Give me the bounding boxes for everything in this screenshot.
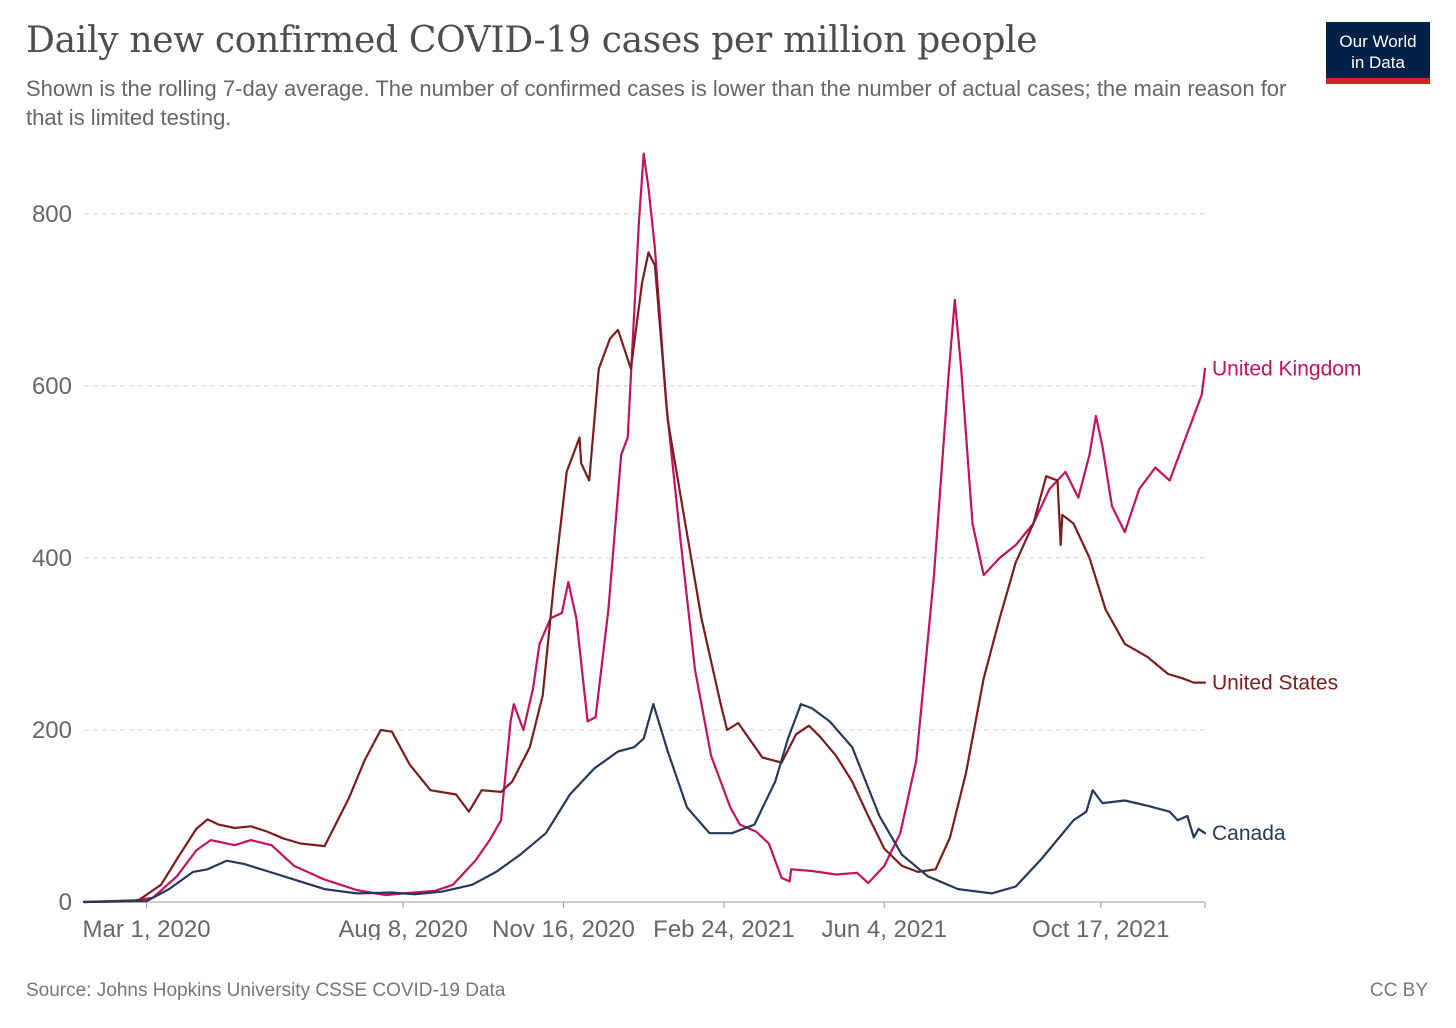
y-tick-label-0: 0 <box>59 889 72 916</box>
logo-line-1: Our World <box>1339 32 1417 51</box>
x-tick-label-2: Nov 16, 2020 <box>492 916 635 940</box>
chart-title: Daily new confirmed COVID-19 cases per m… <box>26 20 1038 61</box>
series-labels: United Kingdom United States Canada <box>1212 358 1361 846</box>
y-axis: 0 200 400 600 800 <box>32 201 72 916</box>
series-label-united-kingdom: United Kingdom <box>1212 358 1361 381</box>
y-tick-label-200: 200 <box>32 717 72 744</box>
x-axis: Mar 1, 2020 Aug 8, 2020 Nov 16, 2020 Feb 24… <box>83 901 1206 940</box>
series-lines <box>82 152 1207 904</box>
x-tick-label-4: Jun 4, 2021 <box>822 916 947 940</box>
y-tick-label-400: 400 <box>32 545 72 572</box>
owid-logo[interactable]: Our World in Data <box>1326 22 1430 84</box>
series-line-united-kingdom <box>82 152 1207 904</box>
chart-subtitle: Shown is the rolling 7-day average. The … <box>26 76 1287 130</box>
gridlines <box>84 213 1205 731</box>
series-label-united-states: United States <box>1212 672 1338 695</box>
y-tick-label-800: 800 <box>32 201 72 228</box>
x-tick-label-1: Aug 8, 2020 <box>338 916 467 940</box>
y-tick-label-600: 600 <box>32 373 72 400</box>
license-link[interactable]: CC BY <box>1369 980 1428 1001</box>
logo-line-2: in Data <box>1351 53 1405 72</box>
line-chart: Mar 1, 2020 Aug 8, 2020 Nov 16, 2020 Feb 24… <box>32 152 1361 940</box>
x-tick-label-3: Feb 24, 2021 <box>653 916 794 940</box>
x-tick-label-5: Oct 17, 2021 <box>1032 916 1169 940</box>
series-line-canada <box>82 703 1207 904</box>
x-tick-label-0: Mar 1, 2020 <box>83 916 211 940</box>
source-note: Source: Johns Hopkins University CSSE CO… <box>26 980 506 1001</box>
series-label-canada: Canada <box>1212 822 1286 845</box>
series-line-united-states <box>82 251 1207 904</box>
